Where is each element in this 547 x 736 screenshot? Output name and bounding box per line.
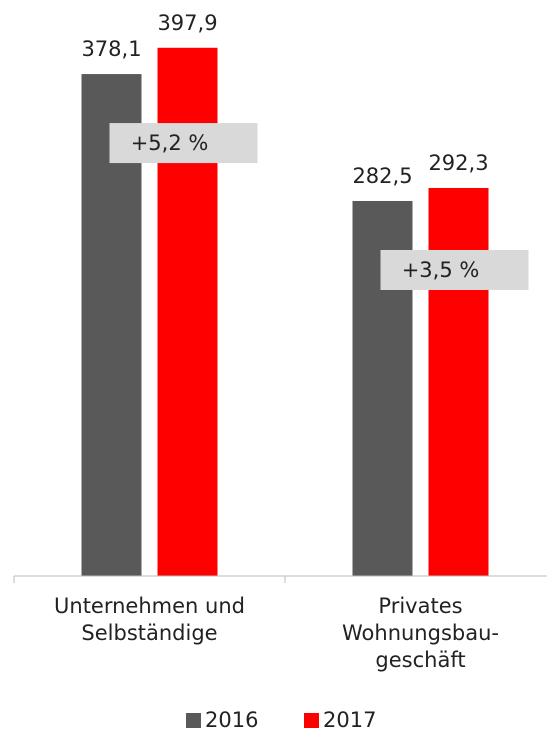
legend-label: 2016 bbox=[205, 708, 258, 732]
x-tick-label: Unternehmen und Selbständige bbox=[54, 594, 245, 645]
value-label: 378,1 bbox=[81, 37, 141, 61]
bar bbox=[428, 187, 489, 577]
annotation: +3,5 % bbox=[402, 258, 480, 282]
annotation-box bbox=[380, 249, 529, 290]
value-label: 282,5 bbox=[352, 164, 412, 188]
value-label: 292,3 bbox=[428, 151, 488, 175]
legend-label: 2017 bbox=[323, 708, 376, 732]
legend-swatch bbox=[186, 713, 201, 728]
value-label: 397,9 bbox=[157, 11, 217, 35]
annotation-box bbox=[109, 123, 258, 164]
annotation: +5,2 % bbox=[131, 131, 209, 155]
legend-swatch bbox=[304, 713, 319, 728]
x-tick-label: Privates Wohnungsbau- geschäft bbox=[342, 594, 499, 672]
